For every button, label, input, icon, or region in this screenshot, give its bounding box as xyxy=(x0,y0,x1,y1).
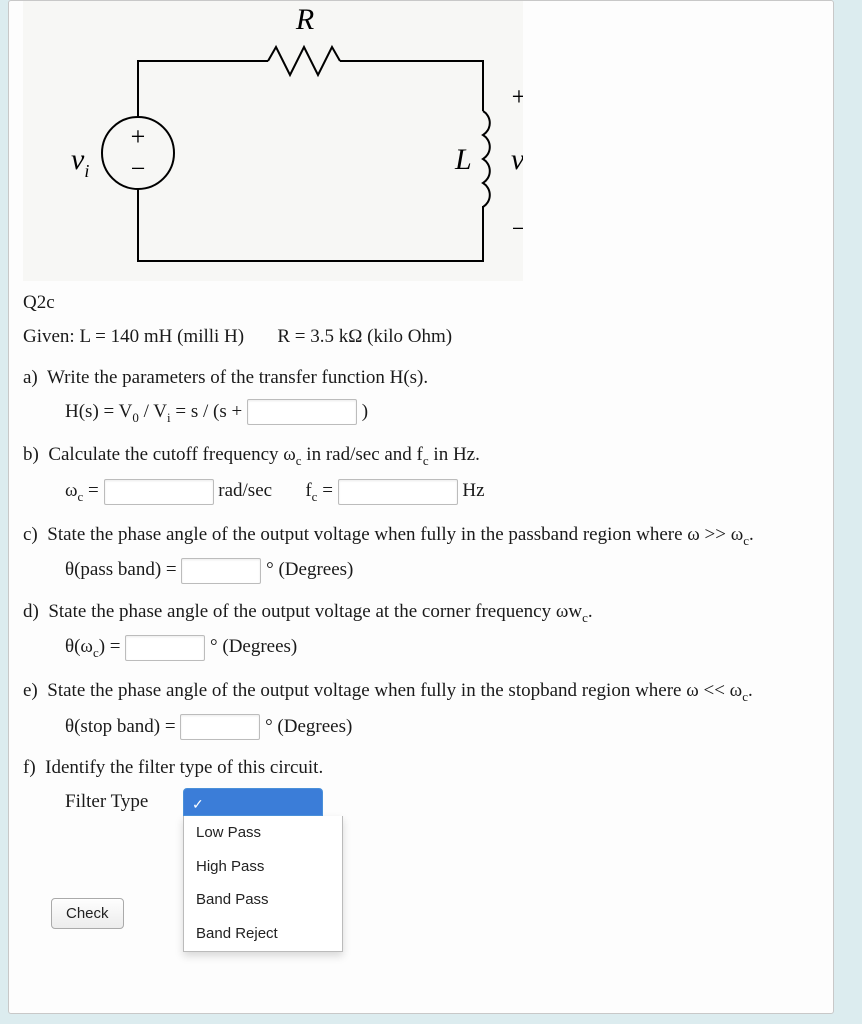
hs-denom-input[interactable] xyxy=(247,399,357,425)
check-icon: ✓ xyxy=(192,794,204,814)
option-high-pass[interactable]: High Pass xyxy=(184,850,342,884)
option-low-pass[interactable]: Low Pass xyxy=(184,816,342,850)
part-f-prompt: f) Identify the filter type of this circ… xyxy=(23,754,819,782)
src-minus: − xyxy=(131,154,146,183)
theta-corner-input[interactable] xyxy=(125,635,205,661)
theta-passband-input[interactable] xyxy=(181,558,261,584)
vi-label: vi xyxy=(71,143,89,181)
fc-input[interactable] xyxy=(338,479,458,505)
part-f-lead: f) xyxy=(23,757,36,778)
part-d-prompt: d) State the phase angle of the output v… xyxy=(23,598,819,628)
check-button[interactable]: Check xyxy=(51,898,124,929)
out-minus: − xyxy=(512,214,523,243)
given-r: R = 3.5 kΩ (kilo Ohm) xyxy=(277,326,452,347)
filter-type-label: Filter Type xyxy=(65,788,175,816)
given-line: Given: L = 140 mH (milli H) R = 3.5 kΩ (… xyxy=(23,323,819,351)
circuit-svg: R L vi vo + − + − xyxy=(23,1,523,281)
theta-stopband-input[interactable] xyxy=(180,714,260,740)
part-d-lead: d) xyxy=(23,601,39,622)
part-a-lead: a) xyxy=(23,367,38,388)
question-id: Q2c xyxy=(23,289,819,317)
option-band-reject[interactable]: Band Reject xyxy=(184,917,342,951)
part-a-prompt: a) Write the parameters of the transfer … xyxy=(23,364,819,392)
vo-label: vo xyxy=(511,143,523,181)
part-c-lead: c) xyxy=(23,524,38,545)
circuit-diagram: R L vi vo + − + − xyxy=(23,1,523,281)
given-l: L = 140 mH (milli H) xyxy=(79,326,244,347)
part-b-inputs: ωc = rad/sec fc = Hz xyxy=(65,477,819,507)
part-d-input-row: θ(ωc) = ° (Degrees) xyxy=(65,633,819,663)
dropdown-selected[interactable]: ✓ xyxy=(183,788,323,816)
part-a-eq: H(s) = V0 / Vi = s / (s + ) xyxy=(65,398,819,428)
check-row: Check xyxy=(51,892,819,929)
out-plus: + xyxy=(512,82,523,111)
wc-input[interactable] xyxy=(104,479,214,505)
filter-type-dropdown[interactable]: ✓ Low Pass High Pass Band Pass Band Reje… xyxy=(183,788,343,952)
part-e-lead: e) xyxy=(23,680,38,701)
part-c-prompt: c) State the phase angle of the output v… xyxy=(23,521,819,551)
l-label: L xyxy=(454,143,472,176)
part-e-input-row: θ(stop band) = ° (Degrees) xyxy=(65,713,819,741)
src-plus: + xyxy=(131,122,146,151)
given-prefix: Given: xyxy=(23,326,79,347)
r-label: R xyxy=(295,3,314,36)
option-band-pass[interactable]: Band Pass xyxy=(184,883,342,917)
dropdown-list: Low Pass High Pass Band Pass Band Reject xyxy=(183,816,343,952)
page: R L vi vo + − + − Q2c Given: L = 140 mH … xyxy=(0,0,862,1024)
part-c-input-row: θ(pass band) = ° (Degrees) xyxy=(65,556,819,584)
part-b-lead: b) xyxy=(23,444,39,465)
question-card: R L vi vo + − + − Q2c Given: L = 140 mH … xyxy=(8,0,834,1014)
part-e-prompt: e) State the phase angle of the output v… xyxy=(23,677,819,707)
part-a-text: Write the parameters of the transfer fun… xyxy=(47,367,428,388)
part-b-prompt: b) Calculate the cutoff frequency ωc in … xyxy=(23,441,819,471)
